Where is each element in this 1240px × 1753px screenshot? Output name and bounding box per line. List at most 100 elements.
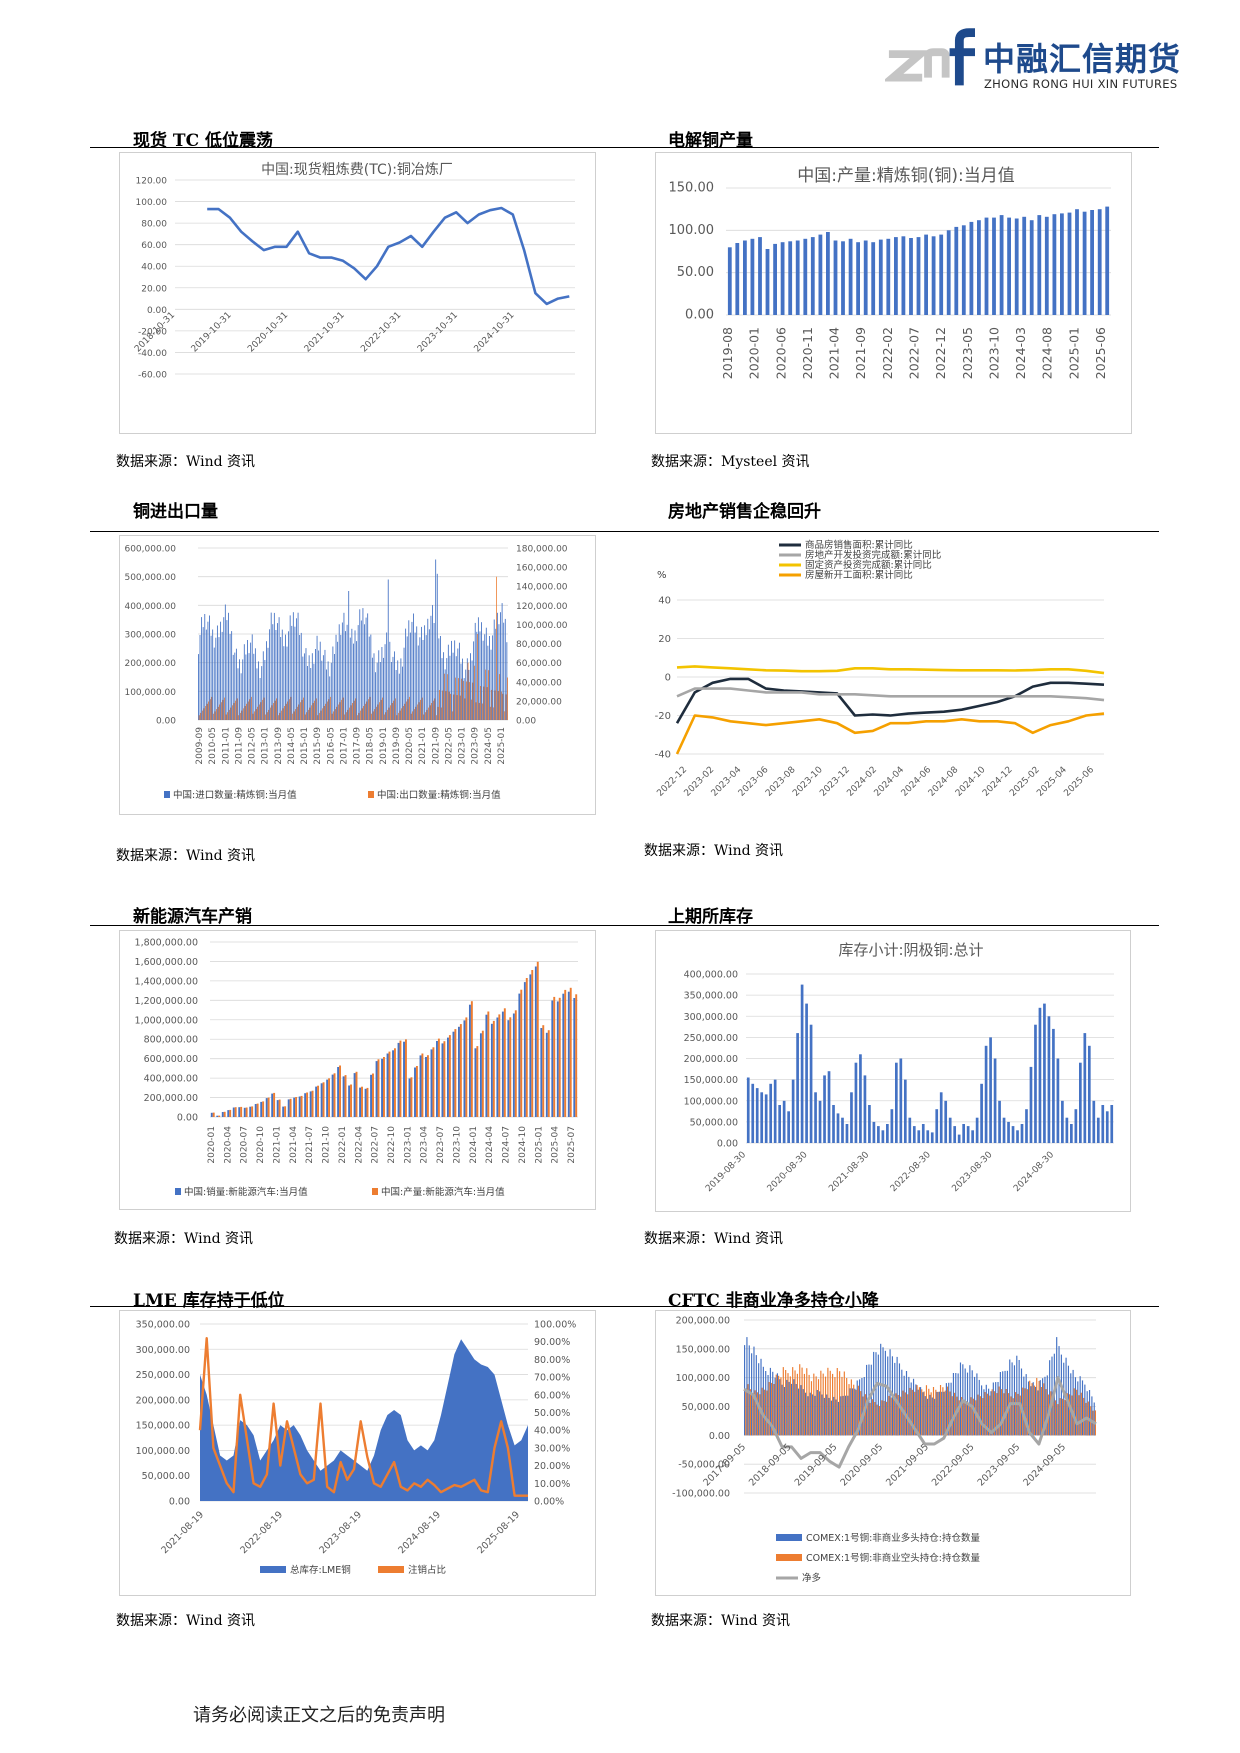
x-tick-label: 2024-03 [1013, 327, 1028, 379]
nev-sales-bar [452, 1031, 455, 1117]
import-bar [371, 657, 373, 720]
x-tick-label: 2020-08-30 [766, 1150, 810, 1194]
import-bar [291, 625, 293, 720]
legend-label: 中国:出口数量:精炼铜:当月值 [377, 789, 501, 801]
output-bar [863, 240, 868, 315]
cftc-short-bar [787, 1373, 789, 1436]
cftc-short-bar [1059, 1398, 1061, 1436]
import-bar [490, 649, 492, 720]
shfe-inventory-bar [935, 1109, 939, 1143]
export-bar [243, 708, 244, 720]
import-bar [296, 618, 297, 720]
import-bar [443, 652, 445, 720]
nev-sales-bar [507, 1020, 510, 1117]
nev-production-bar [459, 1024, 462, 1117]
legend-label: 净多 [802, 1572, 821, 1584]
export-bar [282, 708, 284, 720]
export-bar [312, 703, 314, 720]
y-tick-label: 0.00 [717, 1139, 738, 1150]
export-bar [314, 700, 316, 720]
cftc-short-bar [747, 1384, 749, 1436]
legend-label: COMEX:1号铜:非商业多头持仓:持仓数量 [806, 1532, 980, 1544]
import-bar [466, 658, 468, 720]
nev-production-bar [536, 961, 539, 1117]
export-bar [361, 708, 363, 720]
nev-production-bar [240, 1106, 243, 1117]
cftc-long-bar [797, 1388, 800, 1436]
cftc-short-bar [768, 1382, 770, 1436]
output-bar [916, 237, 921, 315]
x-tick-label: 2024-04 [485, 1126, 495, 1164]
export-bar [200, 712, 202, 720]
cftc-long-bar [882, 1347, 884, 1436]
cftc-short-bar [958, 1400, 960, 1436]
shfe-inventory-bar [1092, 1100, 1096, 1144]
x-tick-label: 2016-05 [326, 727, 336, 765]
export-bar [284, 706, 285, 720]
export-bar [290, 696, 292, 720]
import-bar [387, 579, 389, 720]
cftc-short-bar [827, 1367, 829, 1436]
cftc-long-bar [800, 1385, 802, 1436]
cftc-long-bar [873, 1351, 875, 1436]
export-bar [413, 709, 415, 720]
export-bar [271, 705, 273, 720]
export-bar [287, 701, 289, 720]
shfe-inventory-bar [796, 1033, 799, 1143]
section-title-tc: 现货 TC 低位震荡 [133, 131, 274, 151]
shfe-inventory-bar [1056, 1058, 1060, 1143]
cftc-short-bar [1038, 1381, 1040, 1436]
nev-sales-bar [529, 974, 532, 1117]
export-bar [424, 712, 426, 720]
x-tick-label: 2020-10-31 [246, 310, 290, 354]
output-bar [924, 234, 928, 315]
output-bar [758, 237, 762, 315]
nev-sales-bar [370, 1074, 373, 1117]
cftc-long-bar [875, 1352, 877, 1436]
shfe-inventory-bar [787, 1111, 790, 1143]
y-tick-label: 200,000.00 [684, 1054, 738, 1065]
export-bar [366, 701, 368, 720]
y-tick-label: -20.00 [138, 327, 167, 337]
y-tick-label: 100.00 [669, 223, 715, 238]
nev-sales-bar [414, 1067, 416, 1117]
import-bar [267, 647, 269, 720]
cftc-short-bar [864, 1394, 867, 1436]
import-bar [343, 612, 345, 720]
import-bar [332, 646, 334, 720]
import-bar [367, 613, 369, 720]
cftc-short-bar [822, 1373, 824, 1436]
import-bar [299, 635, 301, 720]
cftc-short-bar [1033, 1385, 1035, 1436]
import-bar [231, 631, 233, 720]
shfe-inventory-bar [850, 1092, 853, 1143]
nev-sales-bar [331, 1074, 334, 1117]
export-bar [371, 713, 372, 720]
import-bar [204, 614, 206, 720]
nev-sales-bar [315, 1086, 318, 1117]
export-bar [478, 702, 480, 720]
cftc-short-bar [1083, 1397, 1085, 1436]
y-tick-label: 150,000.00 [684, 1075, 738, 1086]
nev-sales-bar [468, 1004, 471, 1117]
section-rule [625, 1306, 1159, 1307]
y-tick-label: 300,000.00 [684, 1012, 738, 1023]
export-bar [233, 703, 235, 720]
nev-sales-bar [309, 1091, 312, 1117]
x-tick-label: 2023-07 [436, 1126, 446, 1164]
export-bar [500, 691, 502, 720]
import-bar [503, 622, 505, 720]
output-bar [1007, 217, 1011, 315]
cftc-long-bar [945, 1383, 947, 1436]
cftc-long-bar [973, 1376, 976, 1436]
export-bar [219, 704, 221, 720]
export-bar [344, 714, 346, 720]
import-bar [485, 627, 487, 720]
import-bar [463, 678, 465, 720]
x-tick-label: 2024-07 [502, 1126, 512, 1164]
cftc-long-bar [995, 1382, 997, 1436]
cftc-short-bar [881, 1400, 883, 1436]
import-bar [449, 655, 451, 720]
shfe-inventory-bar [1007, 1121, 1010, 1143]
y-tick-label: 100,000.00 [684, 1096, 738, 1107]
